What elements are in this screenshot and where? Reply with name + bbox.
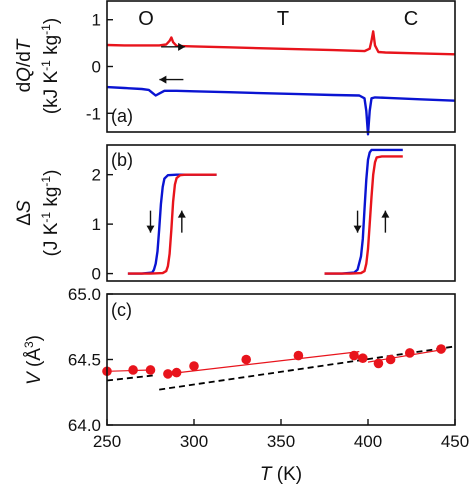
- phase-label-t: T: [277, 8, 289, 30]
- xtick-label: 300: [180, 432, 208, 451]
- panel-a-ylabel-q: Q: [14, 67, 35, 82]
- arrow-down-head: [353, 225, 362, 233]
- panel-a-ylabel: dQ/dT: [14, 38, 35, 92]
- panel-c-label: (c): [111, 300, 132, 320]
- arrow-up-head: [177, 210, 186, 218]
- panel-b-yunit-4: -1: [39, 176, 53, 187]
- ytick-label: 2: [92, 166, 101, 185]
- panel-c-volume: 65.064.564.0 250 300 350 400 450 (c) V (Å3) …: [22, 285, 469, 485]
- panel-a-arrows: [159, 42, 186, 84]
- panel-a-label: (a): [111, 106, 133, 126]
- data-point: [171, 367, 182, 378]
- series-line-0: [324, 148, 403, 275]
- panel-b-ylabel: ΔS: [14, 200, 35, 226]
- xtick-label: 400: [354, 432, 382, 451]
- panel-c-ylabel: V (Å3): [22, 335, 45, 385]
- data-point: [241, 354, 251, 365]
- arrow-down-head: [146, 225, 155, 233]
- panel-b-ylabel-delta: Δ: [14, 213, 35, 226]
- panel-b-yunit-1: (J K: [41, 222, 62, 256]
- panel-b-frame: [106, 144, 456, 282]
- panel-a-yunit-4: -1: [39, 24, 53, 35]
- xtick-label: 450: [441, 432, 469, 451]
- series-line-1: [127, 173, 217, 275]
- series-line-1: [106, 85, 456, 136]
- data-point: [293, 350, 304, 361]
- ytick-label: 65.0: [68, 285, 101, 304]
- ytick-label: 1: [92, 215, 101, 234]
- data-point: [128, 365, 138, 375]
- panel-a-ylabel-slash: /d: [14, 51, 35, 67]
- fit-line: [167, 351, 360, 375]
- panel-c-frame: [106, 293, 456, 426]
- panel-c-ylabel-unit: (Å: [24, 348, 45, 373]
- panel-a-yunit: (kJ K-1 kg-1): [39, 18, 62, 114]
- dashed-fit-line: [106, 374, 156, 382]
- panel-a-yticks: 1 0 -1: [86, 11, 113, 123]
- panel-a-yunit-3: kg: [41, 35, 62, 60]
- panel-c-ylabel-sup: 3: [22, 341, 36, 348]
- panel-c-ylabel-close: ): [24, 335, 45, 341]
- panel-c-xlabel: T (K): [260, 464, 302, 485]
- panel-a-yunit-1: (kJ K: [41, 71, 62, 115]
- panel-b-yticks: 2 1 0: [92, 166, 113, 284]
- panel-b-yunit: (J K-1 kg-1): [39, 170, 62, 257]
- panel-a-yunit-5: ): [41, 18, 62, 24]
- ytick-label: 64.5: [68, 351, 101, 370]
- panel-a-ylabel-d: d: [14, 82, 35, 93]
- panel-c-xlabel-unit: (K): [272, 464, 303, 485]
- data-point: [373, 358, 384, 369]
- panel-c-series: [102, 344, 456, 391]
- xtick-label: 250: [93, 432, 121, 451]
- series-line-1: [324, 155, 403, 275]
- data-point: [385, 354, 396, 365]
- panel-a-ylabel-t: T: [14, 38, 35, 51]
- panel-b-yunit-5: ): [41, 170, 62, 176]
- panel-c-xticks: 250 300 350 400 450: [93, 419, 469, 451]
- xtick-label: 350: [267, 432, 295, 451]
- panel-b-ylabel-s: S: [14, 200, 35, 213]
- arrow-up-head: [381, 210, 390, 218]
- data-point: [163, 369, 173, 379]
- ytick-label: 1: [92, 11, 101, 30]
- panel-b-arrows: [146, 210, 390, 233]
- panel-b-yunit-3: kg: [41, 187, 62, 212]
- phase-label-c: C: [404, 8, 418, 30]
- ytick-label: 0: [92, 265, 101, 284]
- arrow-right-head: [178, 42, 186, 51]
- panel-b-series: [127, 148, 403, 275]
- ytick-label: 64.0: [68, 416, 101, 435]
- panel-c-xlabel-t: T: [260, 464, 273, 485]
- series-line-0: [106, 30, 456, 56]
- arrow-left-head: [159, 75, 167, 84]
- panel-c-ylabel-v: V: [24, 370, 45, 385]
- data-point: [349, 350, 359, 361]
- panel-a-heat-flow: 10-1 O T C (a) dQ/dT (kJ K-1 kg-1): [14, 0, 456, 136]
- panel-b-yunit-2: -1: [39, 212, 53, 223]
- ytick-label: 0: [92, 58, 101, 77]
- data-point: [357, 353, 368, 363]
- panel-c-yticks: 65.0 64.5 64.0: [68, 285, 113, 435]
- panel-a-yunit-2: -1: [39, 60, 53, 71]
- data-point: [436, 344, 446, 354]
- ytick-label: -1: [86, 104, 101, 123]
- panel-b-label: (b): [111, 150, 133, 170]
- data-point: [145, 365, 156, 375]
- data-point: [404, 348, 415, 358]
- panel-a-series: [106, 30, 456, 136]
- phase-label-o: O: [138, 8, 154, 30]
- panel-b-entropy: 210 (b) ΔS (J K-1 kg-1): [14, 144, 456, 284]
- data-point: [189, 361, 199, 371]
